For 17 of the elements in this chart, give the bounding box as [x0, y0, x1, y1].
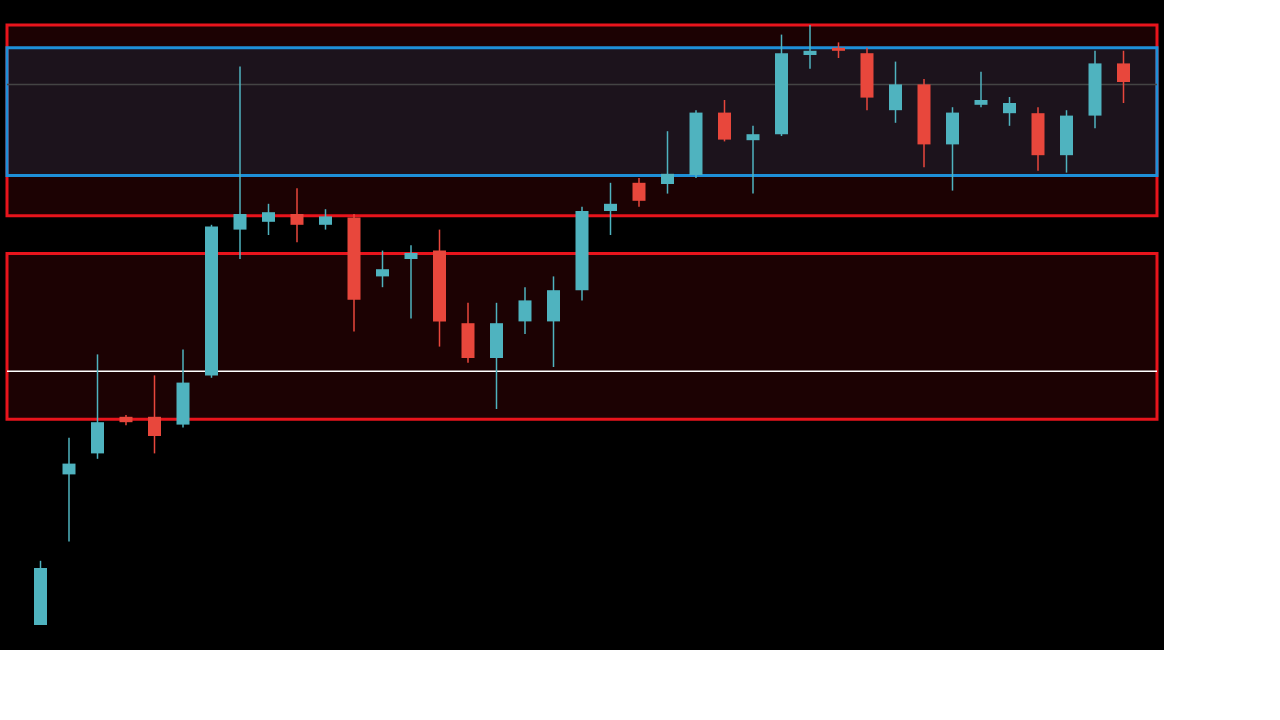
candlestick [746, 125, 760, 195]
candlestick [290, 187, 304, 243]
candlestick [632, 177, 646, 208]
candlestick [233, 65, 247, 260]
candlestick [1117, 50, 1130, 104]
candlestick [319, 208, 332, 231]
candlestick [604, 182, 617, 236]
candlestick [1003, 96, 1016, 127]
candlestick [376, 249, 389, 288]
candlestick [404, 244, 418, 320]
candlestick [62, 437, 76, 543]
candlestick [262, 203, 275, 236]
candlestick [974, 71, 988, 108]
candlestick [803, 24, 817, 70]
candlestick [148, 374, 161, 455]
candlestick [518, 286, 532, 335]
candlestick [661, 130, 674, 195]
